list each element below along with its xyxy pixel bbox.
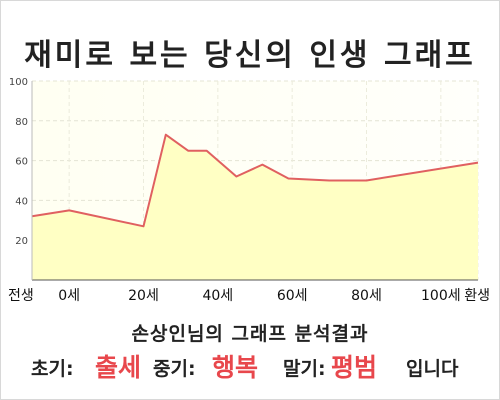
x-tick-label: 환생 [464,288,490,304]
x-tick-label: 40세 [202,288,233,304]
late-value: 평범 [331,353,378,382]
early-label: 초기: [31,358,74,380]
mid-value: 행복 [212,353,259,382]
y-tick-labels: 20 40 60 80 100 [9,77,28,247]
y-tick-label: 100 [9,77,28,88]
y-tick-label: 20 [15,236,28,247]
x-tick-label: 20세 [128,288,159,304]
chart-title: 재미로 보는 당신의 인생 그래프 [24,38,476,73]
y-tick-label: 80 [15,117,28,128]
x-tick-labels: 전생 0세 20세 40세 60세 80세 100세 환생 [8,288,490,304]
early-value: 출세 [95,353,142,382]
life-line [31,133,479,228]
x-tick-label: 0세 [58,288,80,304]
late-label: 말기: [283,358,326,380]
life-area-fill [32,134,478,280]
y-tick-label: 60 [15,157,28,168]
mid-label: 중기: [153,358,196,380]
analysis-result: 초기: 출세 중기: 행복 말기: 평범 입니다 [0,346,500,382]
ending-text: 입니다 [406,358,459,380]
x-tick-label: 전생 [8,288,34,304]
x-tick-label: 60세 [277,288,308,304]
x-tick-label: 100세 [421,288,461,304]
y-tick-label: 40 [15,196,28,207]
analysis-subtitle: 손상인님의 그래프 분석결과 [131,323,369,345]
x-tick-label: 80세 [351,288,382,304]
